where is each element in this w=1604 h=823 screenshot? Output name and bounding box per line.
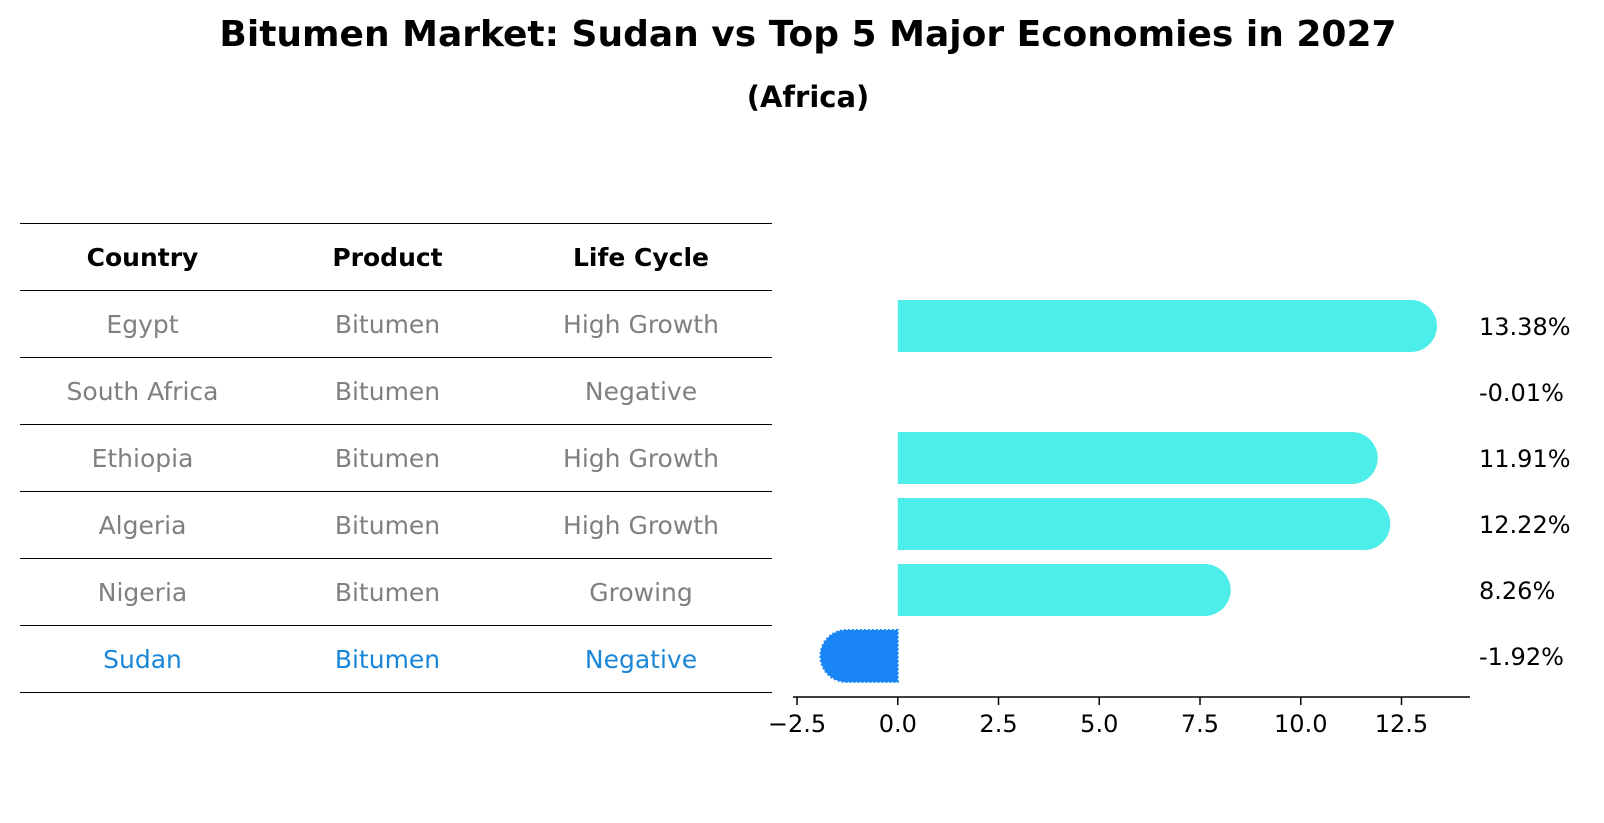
cell-country: Sudan: [20, 625, 265, 693]
cell-life-cycle: Negative: [510, 357, 772, 425]
bar-egypt: [897, 300, 1437, 352]
cell-life-cycle: High Growth: [510, 290, 772, 358]
comparison-table: Country Product Life Cycle Egypt Bitumen…: [20, 223, 772, 693]
x-tick-label: −2.5: [768, 710, 826, 738]
table-row: Nigeria Bitumen Growing: [20, 558, 772, 626]
cell-country: Ethiopia: [20, 424, 265, 492]
cell-country: Algeria: [20, 491, 265, 559]
data-label-egypt: 13.38%: [1479, 313, 1571, 341]
table-row: Ethiopia Bitumen High Growth: [20, 424, 772, 492]
x-tick-label: 2.5: [979, 710, 1017, 738]
cell-product: Bitumen: [265, 357, 510, 425]
bar-sudan: [819, 629, 899, 683]
header-country: Country: [20, 223, 265, 291]
cell-country: Egypt: [20, 290, 265, 358]
cell-product: Bitumen: [265, 625, 510, 693]
x-tick-label: 0.0: [879, 710, 917, 738]
cell-country: South Africa: [20, 357, 265, 425]
table-row-highlighted: Sudan Bitumen Negative: [20, 625, 772, 693]
bar-algeria: [897, 498, 1391, 550]
table-row: Algeria Bitumen High Growth: [20, 491, 772, 559]
table-row: Egypt Bitumen High Growth: [20, 290, 772, 358]
bar-ethiopia: [897, 432, 1378, 484]
cell-life-cycle: Negative: [510, 625, 772, 693]
cell-country: Nigeria: [20, 558, 265, 626]
chart-title: Bitumen Market: Sudan vs Top 5 Major Eco…: [219, 14, 1397, 55]
bar-nigeria: [897, 564, 1231, 616]
cell-product: Bitumen: [265, 424, 510, 492]
data-label-south-africa: -0.01%: [1479, 379, 1564, 407]
data-label-nigeria: 8.26%: [1479, 577, 1555, 605]
chart-subtitle: (Africa): [746, 80, 870, 114]
table-header-row: Country Product Life Cycle: [20, 223, 772, 291]
cell-product: Bitumen: [265, 290, 510, 358]
table-row: South Africa Bitumen Negative: [20, 357, 772, 425]
data-label-sudan: -1.92%: [1479, 643, 1564, 671]
cell-life-cycle: High Growth: [510, 491, 772, 559]
x-tick-label: 7.5: [1181, 710, 1219, 738]
x-tick-label: 10.0: [1274, 710, 1327, 738]
cell-product: Bitumen: [265, 491, 510, 559]
cell-life-cycle: Growing: [510, 558, 772, 626]
x-tick-label: 12.5: [1375, 710, 1428, 738]
data-label-ethiopia: 11.91%: [1479, 445, 1571, 473]
data-label-algeria: 12.22%: [1479, 511, 1571, 539]
cell-product: Bitumen: [265, 558, 510, 626]
x-tick-label: 5.0: [1080, 710, 1118, 738]
header-product: Product: [265, 223, 510, 291]
header-life-cycle: Life Cycle: [510, 223, 772, 291]
cell-life-cycle: High Growth: [510, 424, 772, 492]
